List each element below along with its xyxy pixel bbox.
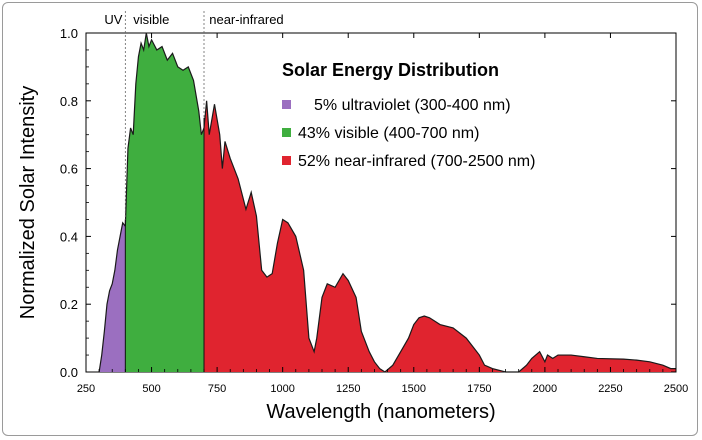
- y-tick-label: 0.4: [60, 229, 78, 244]
- x-tick-label: 2000: [533, 383, 557, 395]
- series-outline-2: [203, 100, 676, 373]
- x-tick-label: 1750: [467, 383, 491, 395]
- y-tick-label: 0.8: [60, 94, 78, 109]
- x-tick-label: 2250: [598, 383, 622, 395]
- x-tick-label: 1000: [270, 383, 294, 395]
- legend-label-1: 43% visible (400-700 nm): [298, 125, 479, 142]
- y-tick-label: 0.0: [60, 365, 78, 380]
- series-area-0: [99, 222, 126, 372]
- series-outline-0: [98, 221, 126, 373]
- x-tick-label: 1500: [402, 383, 426, 395]
- region-label-2: near-infrared: [209, 12, 283, 27]
- series-area-2: [204, 100, 676, 373]
- y-tick-label: 0.6: [60, 162, 78, 177]
- region-label-1: visible: [133, 12, 169, 27]
- x-tick-label: 1250: [336, 383, 360, 395]
- x-tick-label: 500: [142, 383, 160, 395]
- legend-label-2: 52% near-infrared (700-2500 nm): [298, 153, 535, 170]
- x-tick-label: 2500: [664, 383, 688, 395]
- region-label-0: UV: [104, 12, 122, 27]
- x-axis-label: Wavelength (nanometers): [266, 401, 495, 423]
- series-area-1: [125, 33, 204, 372]
- legend-label-0: 5% ultraviolet (300-400 nm): [314, 97, 511, 114]
- y-tick-label: 1.0: [60, 26, 78, 41]
- chart-title: Solar Energy Distribution: [282, 60, 499, 80]
- y-tick-label: 0.2: [60, 297, 78, 312]
- y-axis-label: Normalized Solar Intensity: [17, 86, 39, 319]
- legend-swatch-1: [282, 128, 291, 137]
- legend-swatch-0: [282, 100, 291, 109]
- legend-swatch-2: [282, 156, 291, 165]
- x-tick-label: 750: [208, 383, 226, 395]
- x-tick-label: 250: [77, 383, 95, 395]
- series-outline-1: [124, 32, 205, 227]
- chart-frame: [2, 2, 698, 436]
